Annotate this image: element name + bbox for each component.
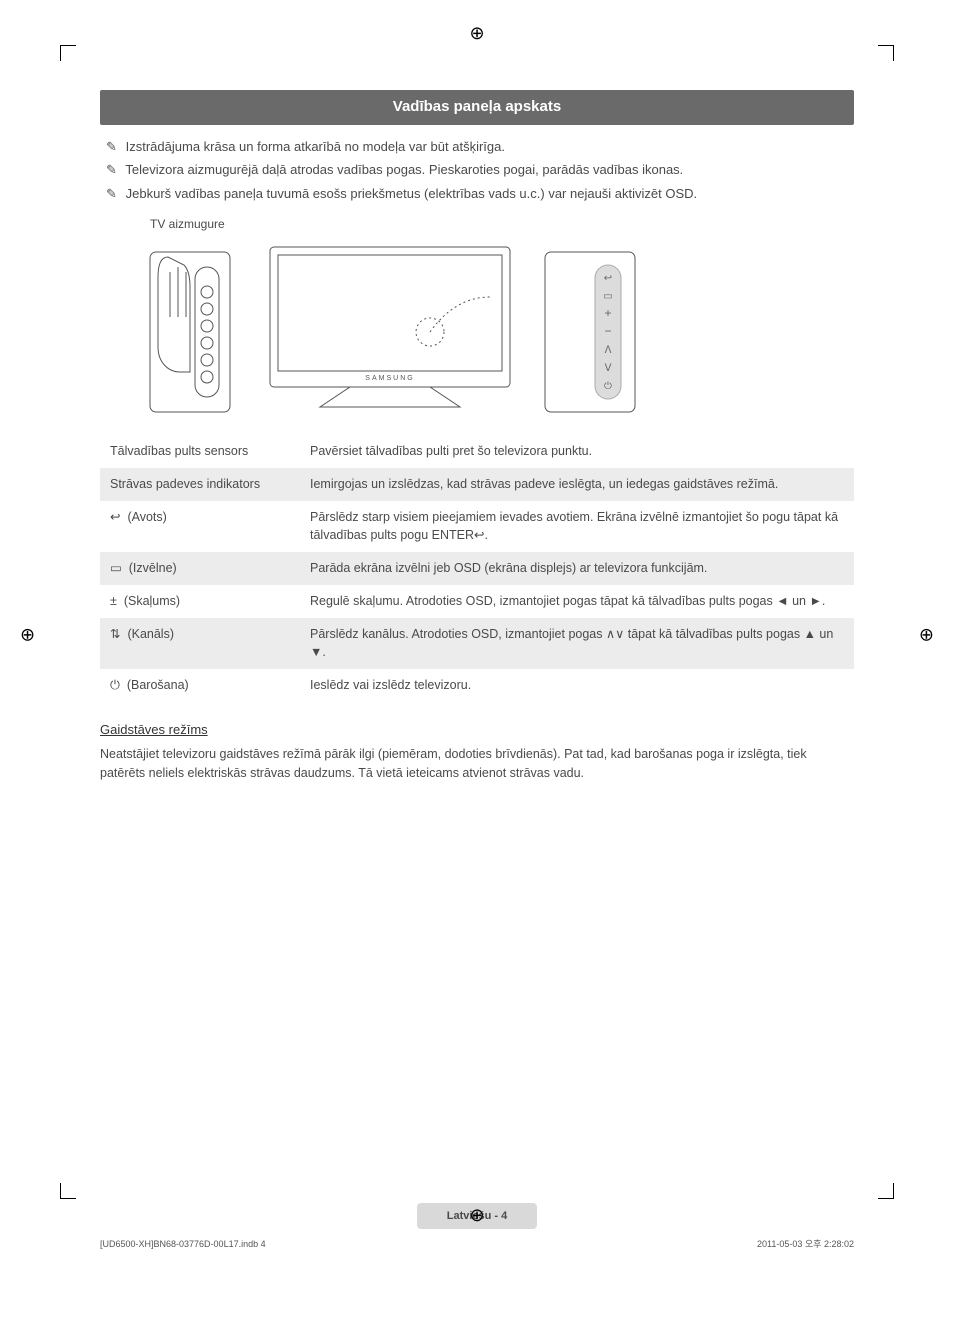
row-label: (Kanāls): [127, 627, 174, 641]
side-panel-illustration: ↩ ▭ + − ᐱ ᐯ ⏻: [540, 247, 640, 417]
row-label: (Barošana): [127, 678, 189, 692]
table-row: Tālvadības pults sensors Pavērsiet tālva…: [100, 435, 854, 468]
controls-table: Tālvadības pults sensors Pavērsiet tālva…: [100, 435, 854, 702]
monitor-front-illustration: SAMSUNG: [260, 237, 520, 417]
row-label: Tālvadības pults sensors: [110, 444, 248, 458]
note-icon: ✎: [106, 160, 122, 180]
panel-icon: ⏻: [604, 381, 612, 392]
standby-body: Neatstājiet televizoru gaidstāves režīmā…: [100, 745, 854, 783]
row-label: Strāvas padeves indikators: [110, 477, 260, 491]
note-icon: ✎: [106, 184, 122, 204]
row-desc: Pārslēdz starp visiem pieejamiem ievades…: [300, 501, 854, 553]
cropmark-corner-bl: [60, 1183, 76, 1199]
cropmark-corner-tl: [60, 45, 76, 61]
row-desc: Iemirgojas un izslēdzas, kad strāvas pad…: [300, 468, 854, 501]
row-desc: Regulē skaļumu. Atrodoties OSD, izmantoj…: [300, 585, 854, 618]
panel-icon: −: [604, 324, 611, 338]
cropmark-top: ⊕: [469, 20, 484, 47]
cropmark-left: ⊕: [20, 621, 35, 648]
note-line: ✎ Televizora aizmugurējā daļā atrodas va…: [106, 160, 854, 180]
table-row: ± (Skaļums) Regulē skaļumu. Atrodoties O…: [100, 585, 854, 618]
note-text: Jebkurš vadības paneļa tuvumā esošs prie…: [126, 186, 698, 201]
note-line: ✎ Izstrādājuma krāsa un forma atkarībā n…: [106, 137, 854, 157]
volume-icon: ±: [110, 594, 117, 608]
panel-icon: ᐯ: [605, 363, 612, 374]
row-desc: Pārslēdz kanālus. Atrodoties OSD, izmant…: [300, 618, 854, 670]
note-icon: ✎: [106, 137, 122, 157]
table-row: ▭ (Izvēlne) Parāda ekrāna izvēlni jeb OS…: [100, 552, 854, 585]
brand-label: SAMSUNG: [365, 375, 414, 382]
panel-icon: +: [604, 306, 611, 320]
table-row: ⏻ (Barošana) Ieslēdz vai izslēdz televiz…: [100, 669, 854, 702]
panel-icon: ᐱ: [605, 345, 612, 356]
channel-icon: ⇅: [110, 627, 120, 641]
illustration-row: SAMSUNG ↩ ▭ + − ᐱ ᐯ ⏻: [140, 237, 854, 417]
cropmark-corner-br: [878, 1183, 894, 1199]
note-text: Televizora aizmugurējā daļā atrodas vadī…: [125, 162, 683, 177]
row-label: (Izvēlne): [129, 561, 177, 575]
table-row: ⇅ (Kanāls) Pārslēdz kanālus. Atrodoties …: [100, 618, 854, 670]
row-label: (Avots): [127, 510, 166, 524]
menu-icon: ▭: [110, 561, 122, 575]
power-icon: ⏻: [110, 678, 120, 692]
cropmark-bottom: ⊕: [469, 1202, 484, 1229]
note-line: ✎ Jebkurš vadības paneļa tuvumā esošs pr…: [106, 184, 854, 204]
print-footer-left: [UD6500-XH]BN68-03776D-00L17.indb 4: [100, 1238, 266, 1252]
row-desc: Pavērsiet tālvadības pulti pret šo telev…: [300, 435, 854, 468]
print-footer-right: 2011-05-03 오후 2:28:02: [757, 1238, 854, 1252]
table-row: ↩ (Avots) Pārslēdz starp visiem pieejami…: [100, 501, 854, 553]
cropmark-corner-tr: [878, 45, 894, 61]
row-desc: Ieslēdz vai izslēdz televizoru.: [300, 669, 854, 702]
note-text: Izstrādājuma krāsa un forma atkarībā no …: [126, 139, 505, 154]
row-desc: Parāda ekrāna izvēlni jeb OSD (ekrāna di…: [300, 552, 854, 585]
standby-heading: Gaidstāves režīms: [100, 720, 854, 740]
tv-back-label: TV aizmugure: [150, 215, 854, 233]
source-icon: ↩: [110, 510, 120, 524]
cropmark-right: ⊕: [919, 621, 934, 648]
notes-block: ✎ Izstrādājuma krāsa un forma atkarībā n…: [100, 137, 854, 204]
section-title: Vadības paneļa apskats: [100, 90, 854, 125]
tv-back-illustration: [140, 247, 240, 417]
table-row: Strāvas padeves indikators Iemirgojas un…: [100, 468, 854, 501]
row-label: (Skaļums): [124, 594, 180, 608]
panel-icon: ↩: [604, 273, 612, 284]
panel-icon: ▭: [603, 291, 612, 302]
